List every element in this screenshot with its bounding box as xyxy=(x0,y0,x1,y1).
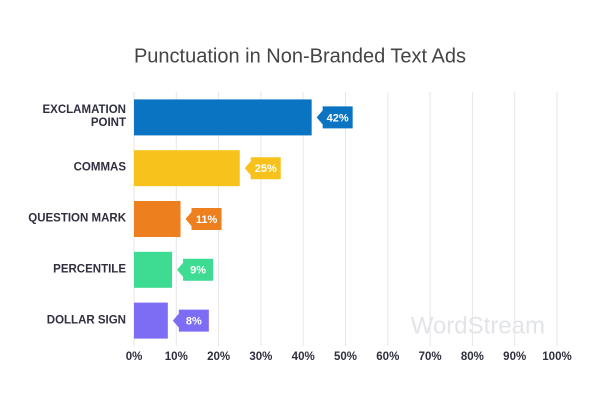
y-tick-label: QUESTION MARK xyxy=(28,212,126,225)
value-label-bg xyxy=(177,258,214,281)
value-label: 9% xyxy=(190,265,206,277)
y-tick-label: DOLLAR SIGN xyxy=(46,314,126,327)
bar xyxy=(134,251,173,288)
bar xyxy=(134,99,312,136)
y-tick-label: PERCENTILE xyxy=(53,263,126,276)
x-tick-label: 60% xyxy=(376,351,399,363)
value-label: 11% xyxy=(196,214,218,226)
value-label-bg xyxy=(172,309,209,332)
chart-title: Punctuation in Non-Branded Text Ads xyxy=(134,45,466,67)
bar xyxy=(134,150,240,187)
value-label-bg xyxy=(244,157,281,180)
value-label: 25% xyxy=(255,163,277,175)
y-tick-label: EXCLAMATION POINT xyxy=(42,104,126,130)
x-tick-label: 0% xyxy=(126,351,143,363)
x-tick-label: 20% xyxy=(207,351,230,363)
x-tick-label: 100% xyxy=(542,351,571,363)
x-tick-label: 80% xyxy=(461,351,484,363)
watermark: WordStream xyxy=(411,312,545,339)
value-label-bg xyxy=(185,208,222,230)
x-tick-label: 90% xyxy=(503,351,526,363)
x-tick-label: 50% xyxy=(334,351,357,363)
bar xyxy=(134,302,168,339)
x-tick-label: 30% xyxy=(249,351,272,363)
y-tick-label: COMMAS xyxy=(73,161,126,174)
value-label: 8% xyxy=(186,316,202,328)
bar xyxy=(134,201,181,237)
x-tick-label: 40% xyxy=(292,351,315,363)
x-tick-label: 10% xyxy=(165,351,188,363)
value-label-bg xyxy=(316,106,353,129)
x-tick-label: 70% xyxy=(419,351,442,363)
value-label: 42% xyxy=(327,112,349,124)
